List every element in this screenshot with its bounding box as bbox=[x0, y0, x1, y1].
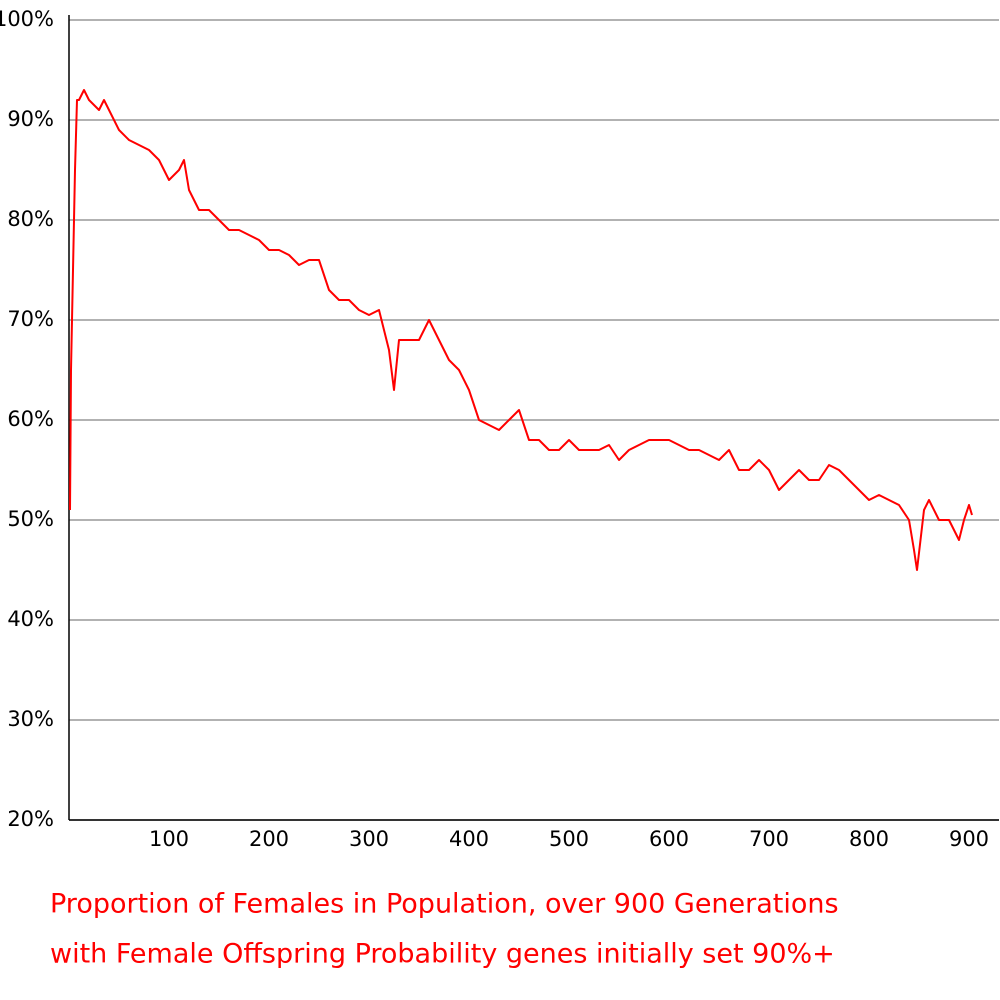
y-tick-label: 50% bbox=[7, 507, 54, 531]
y-tick-label: 40% bbox=[7, 607, 54, 631]
y-tick-label: 90% bbox=[7, 107, 54, 131]
x-tick-label: 100 bbox=[149, 827, 189, 851]
x-tick-label: 800 bbox=[849, 827, 889, 851]
x-tick-label: 400 bbox=[449, 827, 489, 851]
x-tick-label: 600 bbox=[649, 827, 689, 851]
y-tick-label: 60% bbox=[7, 407, 54, 431]
chart-title: with Female Offspring Probability genes … bbox=[50, 939, 835, 970]
data-line bbox=[69, 89, 973, 571]
chart-title: Proportion of Females in Population, ove… bbox=[50, 889, 839, 920]
y-tick-label: 70% bbox=[7, 307, 54, 331]
x-tick-label: 900 bbox=[949, 827, 989, 851]
y-tick-label: 100% bbox=[0, 7, 54, 31]
y-tick-label: 30% bbox=[7, 707, 54, 731]
y-tick-label: 20% bbox=[7, 807, 54, 831]
x-tick-label: 200 bbox=[249, 827, 289, 851]
x-tick-label: 700 bbox=[749, 827, 789, 851]
x-tick-label: 300 bbox=[349, 827, 389, 851]
x-tick-label: 500 bbox=[549, 827, 589, 851]
y-tick-label: 80% bbox=[7, 207, 54, 231]
